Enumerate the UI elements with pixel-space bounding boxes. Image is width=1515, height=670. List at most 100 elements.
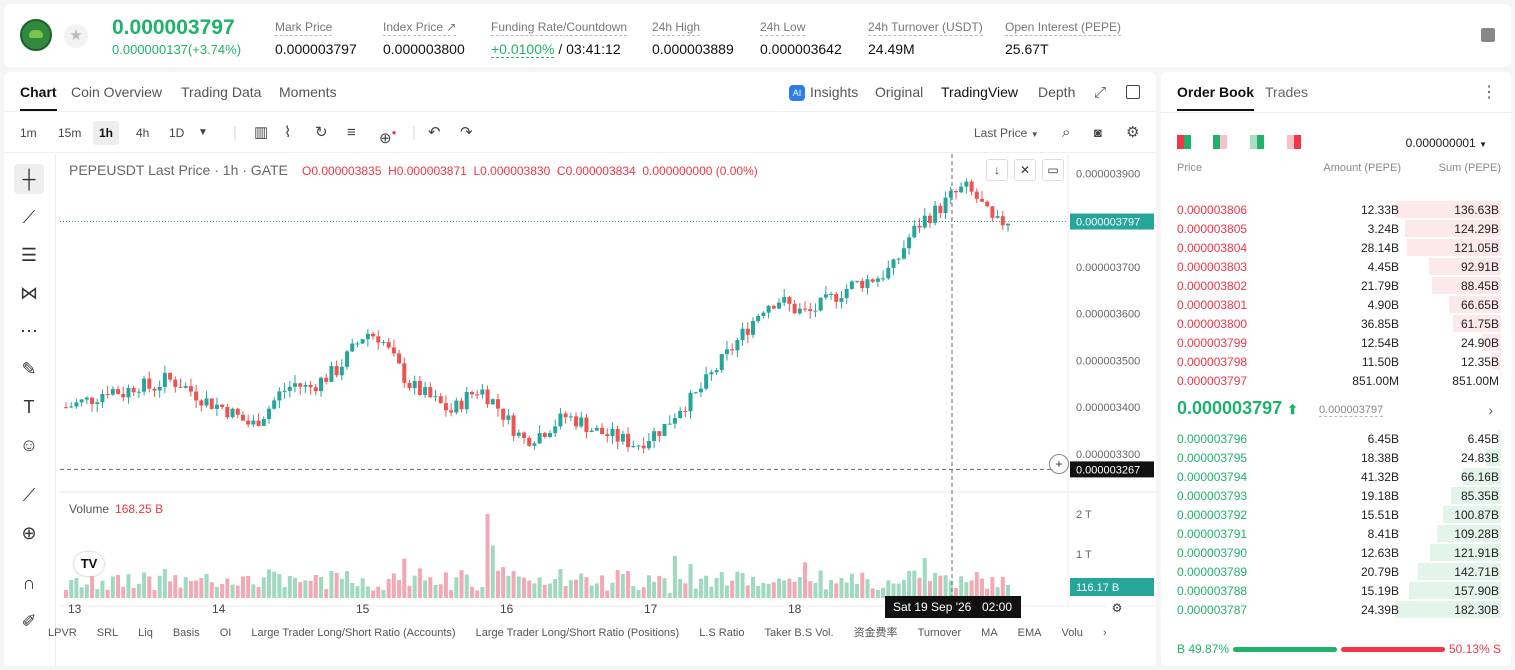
bid-row[interactable]: 0.000003787 24.39B 182.30B — [1161, 600, 1511, 619]
ask-row[interactable]: 0.000003801 4.90B 66.65B — [1161, 295, 1511, 314]
layout-bids-icon[interactable] — [1213, 135, 1227, 149]
chevron-right-icon[interactable]: › — [1102, 627, 1107, 639]
ask-row[interactable]: 0.000003798 11.50B 12.35B — [1161, 352, 1511, 371]
indicator-tab[interactable]: Liq — [138, 627, 153, 639]
indicator-tab[interactable]: Turnover — [917, 627, 962, 639]
favorite-star-icon[interactable]: ★ — [64, 24, 88, 48]
crosshair-icon[interactable]: ┼ — [14, 164, 44, 194]
refresh-icon[interactable]: ↻ — [315, 124, 328, 141]
projection-icon[interactable]: ⋯ — [20, 321, 38, 341]
view-depth[interactable]: Depth — [1038, 84, 1076, 100]
ask-row[interactable]: 0.000003802 21.79B 88.45B — [1161, 276, 1511, 295]
bid-row[interactable]: 0.000003788 15.19B 157.90B — [1161, 581, 1511, 600]
chart-settings-icon[interactable]: ⚙ — [1106, 598, 1128, 620]
volume-bar — [464, 574, 469, 598]
indicator-tab[interactable]: SRL — [96, 627, 119, 639]
tab-chart[interactable]: Chart — [20, 84, 57, 111]
redo-icon[interactable]: ↷ — [460, 124, 473, 141]
layout-asks-icon[interactable] — [1287, 135, 1301, 149]
indicator-tab[interactable]: Volu — [1061, 627, 1083, 639]
price-source-select[interactable]: Last Price ▼ — [974, 121, 1039, 147]
fullscreen-icon[interactable]: ▭ — [1042, 159, 1064, 181]
view-tradingview[interactable]: TradingView — [941, 84, 1019, 100]
ask-row[interactable]: 0.000003804 28.14B 121.05B — [1161, 238, 1511, 257]
undo-icon[interactable]: ↶ — [428, 124, 441, 141]
brush-icon[interactable]: ✎ — [21, 359, 37, 379]
collapse-icon[interactable]: ✕ — [1014, 159, 1036, 181]
funding-rate[interactable]: +0.0100% — [491, 41, 555, 58]
insights-button[interactable]: AI Insights — [789, 84, 858, 101]
search-icon[interactable]: ⌕ — [1062, 124, 1071, 141]
bid-row[interactable]: 0.000003796 6.45B 6.45B — [1161, 429, 1511, 448]
camera-icon[interactable]: ◙ — [1094, 125, 1102, 140]
tab-moments[interactable]: Moments — [279, 84, 337, 100]
timeframe-1m[interactable]: 1m — [20, 126, 37, 140]
bid-row[interactable]: 0.000003790 12.63B 121.91B — [1161, 543, 1511, 562]
pencil-icon[interactable]: ✐ — [21, 611, 37, 631]
ask-row[interactable]: 0.000003799 12.54B 24.90B — [1161, 333, 1511, 352]
zoom-icon[interactable]: ⊕ — [21, 523, 37, 543]
bid-row[interactable]: 0.000003791 8.41B 109.28B — [1161, 524, 1511, 543]
view-original[interactable]: Original — [875, 84, 924, 100]
indicator-tab[interactable]: MA — [981, 627, 998, 639]
notebook-icon[interactable] — [1481, 28, 1495, 42]
ruler-icon[interactable]: ⟋ — [22, 485, 36, 505]
mid-price[interactable]: 0.000003797 ⬆ — [1177, 398, 1298, 419]
layout-buy-icon[interactable] — [1250, 135, 1264, 149]
window-icon[interactable] — [1126, 85, 1140, 99]
bid-row[interactable]: 0.000003792 15.51B 100.87B — [1161, 505, 1511, 524]
candle-body — [938, 205, 943, 214]
add-alert-icon[interactable]: + — [1049, 454, 1069, 474]
stat-label[interactable]: Funding Rate/Countdown — [491, 20, 628, 36]
timeframe-dropdown-icon[interactable]: ▼ — [198, 127, 208, 138]
layout-both-icon[interactable] — [1177, 135, 1191, 149]
fib-icon[interactable]: ☰ — [20, 245, 38, 265]
bid-row[interactable]: 0.000003794 41.32B 66.16B — [1161, 467, 1511, 486]
price-chart[interactable]: 0.0000039000.0000038000.0000037000.00000… — [4, 72, 1156, 666]
stat-label[interactable]: Mark Price — [275, 20, 333, 36]
scroll-down-icon[interactable]: ↓ — [986, 159, 1008, 181]
indicator-tab[interactable]: 资金费率 — [853, 627, 898, 639]
timeframe-1d[interactable]: 1D — [169, 126, 185, 140]
indicator-tab[interactable]: OI — [219, 627, 232, 639]
expand-icon[interactable]: ⤢ — [1094, 84, 1107, 101]
indicators-icon[interactable]: ⌇ — [284, 124, 292, 141]
trendline-icon[interactable]: ⟋ — [22, 207, 36, 227]
indicator-tab[interactable]: LPVR — [48, 627, 77, 639]
add-indicator-icon[interactable]: ⊕● — [379, 128, 397, 147]
tab-trades[interactable]: Trades — [1265, 84, 1309, 100]
ask-row[interactable]: 0.000003803 4.45B 92.91B — [1161, 257, 1511, 276]
tab-coin-overview[interactable]: Coin Overview — [71, 84, 163, 100]
ask-row[interactable]: 0.000003800 36.85B 61.75B — [1161, 314, 1511, 333]
pattern-icon[interactable]: ⋈ — [20, 283, 38, 303]
ask-row[interactable]: 0.000003806 12.33B 136.63B — [1161, 200, 1511, 219]
stat-label[interactable]: Open Interest (PEPE) — [1005, 20, 1122, 36]
magnet-icon[interactable]: ∩ — [22, 573, 36, 593]
timeframe-1h[interactable]: 1h — [93, 121, 120, 145]
indicator-tab[interactable]: Basis — [172, 627, 200, 639]
bid-row[interactable]: 0.000003789 20.79B 142.71B — [1161, 562, 1511, 581]
precision-select[interactable]: 0.000000001 ▼ — [1406, 136, 1487, 150]
more-options-icon[interactable]: ⋮ — [1481, 84, 1497, 101]
bid-row[interactable]: 0.000003795 18.38B 24.83B — [1161, 448, 1511, 467]
ask-row[interactable]: 0.000003797 851.00M 851.00M — [1161, 371, 1511, 390]
bid-row[interactable]: 0.000003793 19.18B 85.35B — [1161, 486, 1511, 505]
timeframe-15m[interactable]: 15m — [58, 126, 82, 140]
tab-trading-data[interactable]: Trading Data — [181, 84, 262, 100]
stat-label[interactable]: Index Price ↗ — [383, 20, 457, 36]
timeframe-4h[interactable]: 4h — [136, 126, 150, 140]
indicator-tab[interactable]: Large Trader Long/Short Ratio (Accounts) — [251, 627, 456, 639]
indicator-tab[interactable]: Taker B.S Vol. — [764, 627, 834, 639]
volume-bar — [579, 573, 584, 598]
chevron-right-icon[interactable]: › — [1488, 402, 1493, 418]
emoji-icon[interactable]: ☺ — [19, 435, 39, 455]
ask-row[interactable]: 0.000003805 3.24B 124.29B — [1161, 219, 1511, 238]
tab-order-book[interactable]: Order Book — [1177, 84, 1255, 111]
indicator-tab[interactable]: L.S Ratio — [699, 627, 745, 639]
gear-icon[interactable]: ⚙ — [1126, 124, 1140, 141]
settings-list-icon[interactable]: ≡ — [347, 124, 356, 141]
indicator-tab[interactable]: Large Trader Long/Short Ratio (Positions… — [475, 627, 680, 639]
candle-type-icon[interactable]: ▥ — [254, 124, 269, 141]
text-icon[interactable]: T — [23, 397, 35, 417]
indicator-tab[interactable]: EMA — [1017, 627, 1042, 639]
